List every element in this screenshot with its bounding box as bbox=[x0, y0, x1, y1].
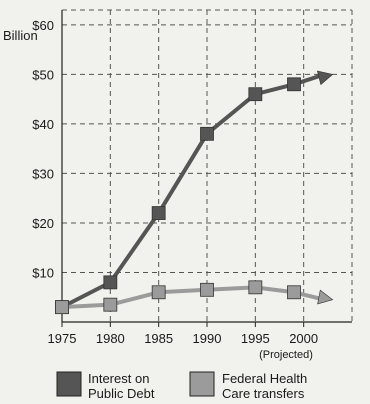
series-health-point bbox=[287, 285, 301, 300]
y-axis-labels: Billion $10 $20 $30 $40 $50 $60 bbox=[3, 18, 54, 281]
series-health-point bbox=[151, 285, 166, 300]
x-tick-label: 1980 bbox=[96, 331, 125, 346]
series-health-point bbox=[248, 280, 263, 295]
x-axis-labels: (Projected) 1975 1980 1985 1990 1995 2000 bbox=[48, 331, 319, 361]
legend: Interest on Public Debt Federal Health C… bbox=[56, 371, 307, 401]
series-interest-point bbox=[103, 275, 118, 290]
x-axis-note: (Projected) bbox=[259, 349, 313, 361]
legend-label-health-line1: Federal Health bbox=[222, 371, 307, 386]
legend-swatch-health bbox=[189, 371, 215, 397]
y-tick-label: $40 bbox=[32, 117, 54, 132]
grid bbox=[62, 9, 353, 322]
series-interest-point bbox=[151, 206, 166, 220]
y-tick-label: $50 bbox=[32, 67, 54, 82]
legend-label-interest-line2: Public Debt bbox=[88, 386, 155, 401]
series-interest-point bbox=[248, 87, 263, 102]
y-tick-label: $20 bbox=[32, 216, 54, 231]
x-tick-label: 2000 bbox=[289, 331, 318, 346]
series-interest-point bbox=[200, 126, 214, 141]
series-interest-line bbox=[61, 82, 295, 309]
series-health-point bbox=[103, 297, 118, 312]
series-health-arrowhead bbox=[317, 289, 334, 305]
legend-label-health-line2: Care transfers bbox=[222, 386, 305, 401]
x-tick-label: 1985 bbox=[144, 331, 173, 346]
y-tick-label: $60 bbox=[32, 18, 54, 33]
legend-label-interest-line1: Interest on bbox=[88, 371, 149, 386]
x-tick-label: 1995 bbox=[241, 331, 270, 346]
series-interest-arrowhead bbox=[316, 70, 334, 86]
y-unit-label: Billion bbox=[3, 28, 38, 43]
axes bbox=[61, 10, 352, 327]
series-health-point bbox=[200, 282, 214, 297]
y-tick-label: $10 bbox=[32, 265, 54, 280]
legend-swatch-interest bbox=[56, 371, 82, 397]
series-health-point bbox=[55, 300, 69, 315]
x-tick-label: 1975 bbox=[48, 331, 77, 346]
y-tick-label: $30 bbox=[32, 166, 54, 181]
series bbox=[55, 70, 334, 315]
series-interest-point bbox=[287, 77, 301, 92]
x-tick-label: 1990 bbox=[193, 331, 222, 346]
